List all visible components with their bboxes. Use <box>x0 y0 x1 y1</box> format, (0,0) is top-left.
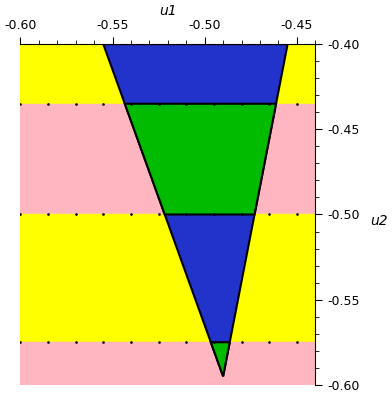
Bar <box>20 342 315 385</box>
Polygon shape <box>103 44 288 376</box>
Bar <box>20 104 315 214</box>
Y-axis label: u2: u2 <box>370 214 388 229</box>
Bar <box>20 214 315 342</box>
Bar <box>20 44 315 104</box>
X-axis label: u1: u1 <box>159 4 177 18</box>
Polygon shape <box>125 104 276 214</box>
Polygon shape <box>211 342 230 376</box>
